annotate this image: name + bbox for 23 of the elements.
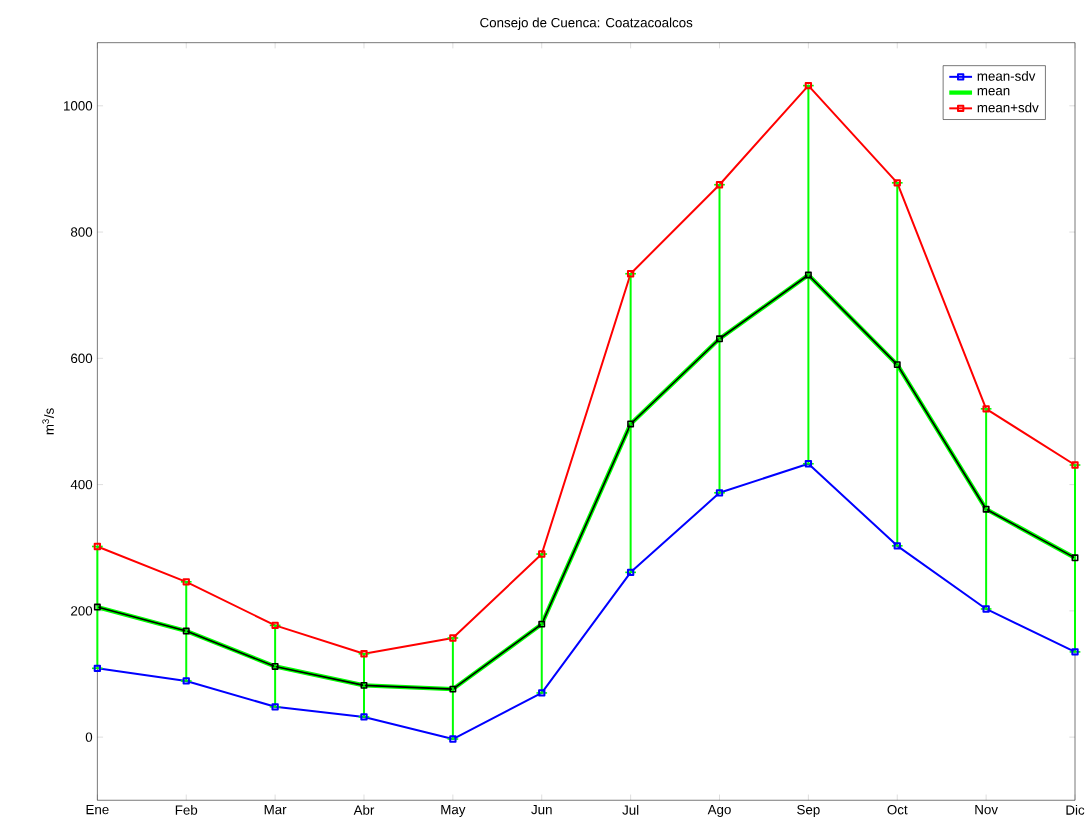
x-tick-label: Oct [887,805,908,815]
x-tick-label: Jun [531,805,552,815]
y-axis-title: m$^{3}$/s [42,408,54,435]
x-tick-label: Ago [707,805,731,818]
legend-label: mean [977,88,1010,96]
x-tick-label: May [441,805,466,818]
x-tick-label: Jul [622,805,639,815]
x-tick-label: Dic [1066,805,1085,815]
y-tick-label: 0 [85,732,93,743]
x-tick-label: Sep [797,805,820,818]
y-tick-label: 1000 [64,101,93,111]
y-tick-label: 800 [70,227,93,237]
x-tick-label: Nov [975,805,998,815]
chart-title: Consejo de Cuenca: Coatzacoalcos [480,17,693,31]
x-tick-label: Mar [264,805,287,815]
legend-label: mean-sdv [977,71,1036,81]
x-tick-label: Abr [353,805,375,815]
y-tick-label: 200 [71,606,93,616]
x-tick-label: Feb [175,805,198,815]
y-tick-label: 600 [71,353,93,364]
y-tick-label: 400 [70,480,93,490]
legend-label: mean+sdv [977,102,1039,113]
x-tick-label: Ene [86,805,109,815]
